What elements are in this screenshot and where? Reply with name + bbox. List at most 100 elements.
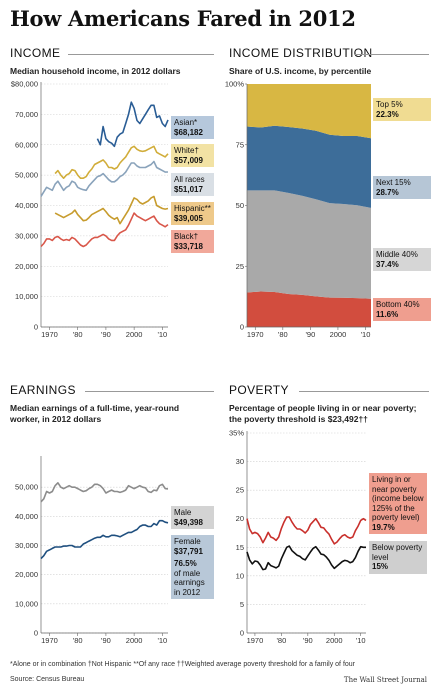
page-title: How Americans Fared in 2012 (10, 6, 356, 31)
earnings-annotation-value: 76.5% (174, 559, 197, 568)
income-line-white (54, 145, 169, 179)
earnings-rule (85, 391, 214, 392)
x-tick-label: 2000 (326, 636, 343, 645)
x-tick-label: '10 (361, 330, 371, 339)
income-panel: INCOME Median household income, in 2012 … (10, 46, 214, 346)
poverty-label-below-value: 15% (372, 562, 389, 571)
income-label-white-name: White† (174, 146, 199, 155)
distribution-label-bottom40-name: Bottom 40% (376, 300, 420, 309)
income-label-allraces: All races $51,017 (171, 173, 214, 196)
x-tick-label: 2000 (330, 330, 347, 339)
income-label-hispanic: Hispanic** $39,005 (171, 202, 214, 225)
earnings-line-male (40, 482, 169, 503)
x-tick-label: '90 (303, 636, 313, 645)
distribution-area-next15 (247, 125, 371, 208)
distribution-label-middle40-value: 37.4% (376, 259, 399, 269)
y-tick-label: 60,000 (15, 140, 38, 149)
y-tick-label: 35% (229, 429, 244, 438)
poverty-label-near-detail: (income below 125% of the poverty level) (372, 494, 424, 522)
x-tick-label: 2000 (126, 636, 143, 645)
earnings-annotation-text: of male earnings in 2012 (174, 568, 205, 597)
x-tick-label: 1970 (247, 636, 264, 645)
y-tick-label: 5 (240, 600, 244, 609)
distribution-label-middle40: Middle 40% 37.4% (373, 248, 431, 271)
income-label-asian-value: $68,182 (174, 127, 203, 137)
publisher-credit: The Wall Street Journal (343, 676, 427, 684)
income-label-white: White† $57,009 (171, 144, 214, 167)
y-tick-label: 20,000 (15, 262, 38, 271)
distribution-area-bottom40 (247, 291, 371, 327)
y-tick-label: 100% (225, 80, 245, 89)
x-tick-label: 1970 (41, 636, 58, 645)
x-tick-label: '10 (356, 636, 366, 645)
y-tick-label: $80,000 (11, 80, 38, 89)
earnings-subtitle: Median earnings of a full-time, year-rou… (10, 403, 180, 424)
income-label-allraces-value: $51,017 (174, 184, 203, 194)
poverty-rule (299, 391, 429, 392)
y-tick-label: 20,000 (15, 570, 38, 579)
y-tick-label: 50,000 (15, 483, 38, 492)
earnings-label-female-value: $37,791 (174, 546, 203, 556)
x-tick-label: '80 (73, 636, 83, 645)
income-label-black-value: $33,718 (174, 241, 203, 251)
y-tick-label: 10 (236, 571, 244, 580)
earnings-label-male: Male $49,398 (171, 506, 214, 529)
y-tick-label: 75 (236, 140, 244, 149)
x-tick-label: '80 (276, 636, 286, 645)
earnings-chart: 0 10,000 20,000 30,000 40,000 50,000 1970 '80 '9… (15, 456, 169, 645)
y-tick-label: 40,000 (15, 512, 38, 521)
distribution-label-bottom40-value: 11.6% (376, 309, 399, 319)
distribution-rule (355, 54, 429, 55)
distribution-label-top5-name: Top 5% (376, 100, 403, 109)
distribution-header: INCOME DISTRIBUTION (229, 46, 373, 60)
poverty-line-near (246, 516, 367, 545)
income-label-hispanic-value: $39,005 (174, 213, 203, 223)
y-tick-label: 50 (236, 201, 244, 210)
y-tick-label: 10,000 (15, 292, 38, 301)
income-header: INCOME (10, 46, 61, 60)
income-label-allraces-name: All races (174, 175, 205, 184)
earnings-label-male-name: Male (174, 508, 192, 517)
income-rule (68, 54, 214, 55)
income-subtitle: Median household income, in 2012 dollars (10, 66, 181, 76)
poverty-label-near-name: Living in or near poverty (372, 475, 417, 494)
earnings-header: EARNINGS (10, 383, 76, 397)
income-line-hispanic (54, 195, 169, 225)
y-tick-label: 40,000 (15, 201, 38, 210)
y-tick-label: 25 (236, 486, 244, 495)
y-tick-label: 50,000 (15, 171, 38, 180)
distribution-chart: 0 25 50 75 100% 1970 '80 '90 2000 '10 (225, 80, 371, 339)
x-tick-label: '10 (157, 330, 167, 339)
y-tick-label: 10,000 (15, 599, 38, 608)
poverty-panel: POVERTY Percentage of people living in o… (229, 383, 429, 653)
y-tick-label: 0 (34, 629, 38, 638)
poverty-chart: 0 5 10 15 20 25 30 35% 1970 '80 '90 2000 '10 (229, 429, 367, 645)
earnings-line-female (40, 519, 169, 560)
poverty-label-near: Living in or near poverty (income below … (369, 473, 427, 534)
poverty-header: POVERTY (229, 383, 289, 397)
poverty-label-below: Below poverty level 15% (369, 541, 427, 574)
income-label-asian-name: Asian* (174, 118, 198, 127)
x-tick-label: 1970 (41, 330, 58, 339)
income-chart: 0 10,000 20,000 30,000 40,000 50,000 60,000 70,… (11, 80, 169, 339)
y-tick-label: 30,000 (15, 541, 38, 550)
distribution-label-next15: Next 15% 28.7% (373, 176, 431, 199)
income-label-black: Black† $33,718 (171, 230, 214, 253)
poverty-subtitle: Percentage of people living in or near p… (229, 403, 417, 424)
income-label-hispanic-name: Hispanic** (174, 204, 211, 213)
income-label-white-value: $57,009 (174, 155, 203, 165)
y-tick-label: 70,000 (15, 110, 38, 119)
y-tick-label: 0 (34, 323, 38, 332)
distribution-area-middle40 (247, 190, 371, 299)
source-note: Source: Census Bureau (10, 676, 85, 683)
y-tick-label: 30 (236, 457, 244, 466)
x-tick-label: 1970 (247, 330, 264, 339)
income-line-allraces (40, 160, 169, 197)
y-tick-label: 0 (240, 629, 244, 638)
earnings-panel: EARNINGS Median earnings of a full-time,… (10, 383, 214, 653)
poverty-label-below-name: Below poverty level (372, 543, 423, 562)
distribution-label-bottom40: Bottom 40% 11.6% (373, 298, 431, 321)
distribution-panel: INCOME DISTRIBUTION Share of U.S. income… (225, 46, 431, 346)
distribution-area-top5 (247, 84, 371, 139)
earnings-label-female: Female $37,791 76.5% of male earnings in 20… (171, 535, 214, 599)
